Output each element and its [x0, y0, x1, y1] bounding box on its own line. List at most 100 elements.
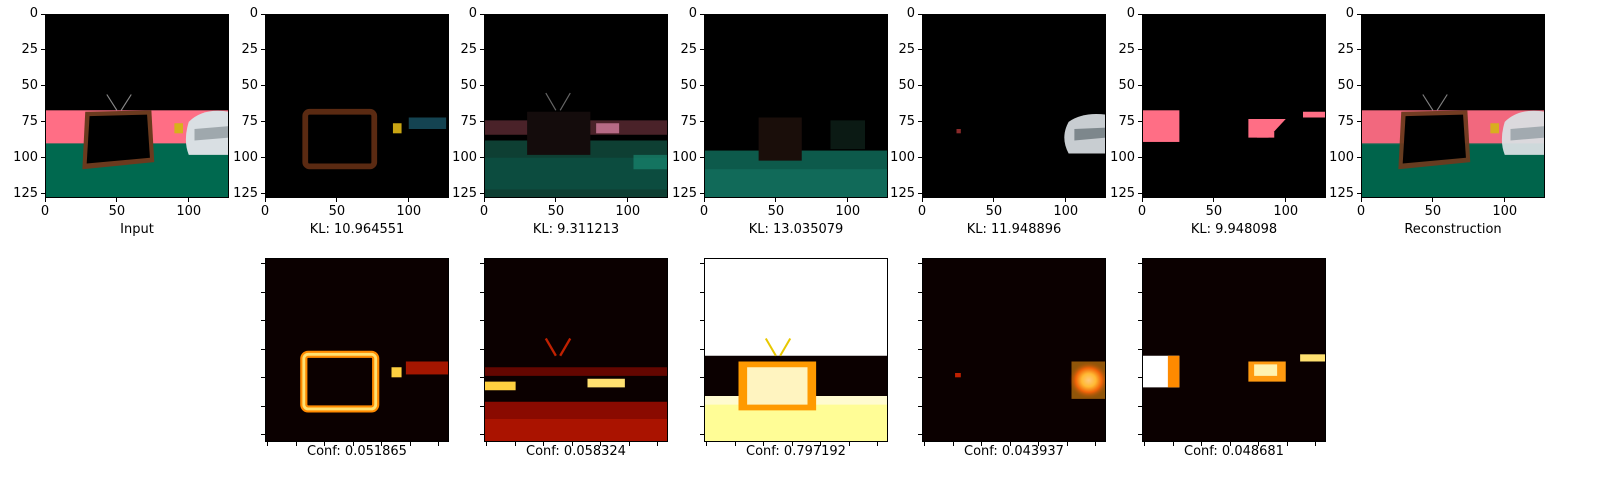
y-tick-label: 125: [1329, 185, 1354, 201]
y-tick-mark: [261, 434, 265, 435]
x-tick-mark: [763, 442, 764, 446]
image-panel-top-3: [704, 14, 888, 198]
heatmap-panel-0: [265, 258, 449, 442]
y-tick-label: 0: [29, 6, 38, 21]
x-tick-label: 50: [108, 204, 126, 219]
heatmap-0: [265, 258, 449, 442]
y-tick-mark: [700, 263, 704, 264]
y-tick-mark: [480, 405, 484, 407]
image-panel-top-1: [265, 14, 449, 198]
y-tick-mark: [480, 348, 484, 350]
x-tick-mark: [703, 198, 705, 202]
y-tick-label: 125: [452, 185, 477, 201]
x-tick-mark: [44, 198, 46, 202]
x-tick-mark: [734, 442, 736, 446]
y-tick-mark: [41, 121, 45, 123]
x-tick-mark: [264, 198, 266, 202]
x-tick-mark: [1141, 198, 1143, 202]
x-tick-mark: [1213, 198, 1215, 202]
y-tick-mark: [261, 320, 265, 321]
x-tick-mark: [847, 198, 849, 202]
x-tick-label: 0: [1356, 204, 1366, 219]
x-tick-mark: [600, 442, 601, 446]
x-tick-mark: [1172, 442, 1174, 446]
y-tick-label: 25: [1118, 41, 1135, 57]
y-tick-mark: [261, 291, 265, 293]
panel-caption: Conf: 0.058324: [526, 444, 626, 459]
x-tick-label: 0: [260, 204, 270, 219]
x-tick-mark: [188, 198, 190, 202]
y-tick-mark: [1138, 291, 1142, 293]
heatmap-2: [704, 258, 888, 442]
y-tick-label: 50: [241, 77, 258, 93]
y-tick-mark: [1138, 193, 1142, 195]
y-tick-mark: [918, 193, 922, 195]
y-tick-label: 0: [1126, 6, 1135, 21]
x-tick-mark: [438, 442, 439, 446]
heatmap-panel-2: [704, 258, 888, 442]
y-tick-mark: [261, 121, 265, 123]
x-tick-mark: [775, 198, 777, 202]
y-tick-label: 100: [672, 149, 697, 165]
x-tick-mark: [324, 442, 325, 446]
x-tick-mark: [791, 442, 793, 446]
y-tick-label: 50: [460, 77, 477, 93]
x-tick-label: 100: [1492, 204, 1518, 219]
panel-caption: Reconstruction: [1404, 222, 1502, 237]
y-tick-mark: [261, 13, 265, 15]
x-tick-label: 100: [835, 204, 861, 219]
y-tick-mark: [480, 263, 484, 264]
y-tick-label: 125: [672, 185, 697, 201]
image-panel-top-6: [1361, 14, 1545, 198]
y-tick-label: 75: [21, 113, 38, 129]
y-tick-mark: [918, 263, 922, 264]
y-tick-mark: [261, 348, 265, 350]
image-panel-top-4: [922, 14, 1106, 198]
y-tick-mark: [41, 13, 45, 15]
y-tick-mark: [1138, 348, 1142, 350]
panel-caption: KL: 11.948896: [966, 222, 1062, 237]
y-tick-label: 100: [1329, 149, 1354, 165]
x-tick-mark: [1432, 198, 1434, 202]
x-tick-label: 0: [479, 204, 489, 219]
x-tick-mark: [952, 442, 954, 446]
y-tick-mark: [918, 320, 922, 321]
heatmap-panel-1: [484, 258, 668, 442]
x-tick-label: 100: [1273, 204, 1299, 219]
x-tick-label: 50: [328, 204, 346, 219]
y-tick-label: 125: [890, 185, 915, 201]
x-tick-mark: [116, 198, 118, 202]
y-tick-label: 0: [688, 6, 697, 21]
y-tick-mark: [700, 193, 704, 195]
x-tick-mark: [1201, 442, 1202, 446]
image-panel-top-0: [45, 14, 229, 198]
y-tick-mark: [1357, 85, 1361, 87]
y-tick-mark: [700, 85, 704, 87]
y-tick-mark: [1138, 377, 1142, 378]
x-tick-mark: [352, 442, 354, 446]
x-tick-mark: [483, 198, 485, 202]
y-tick-mark: [918, 85, 922, 87]
y-tick-label: 100: [452, 149, 477, 165]
x-tick-mark: [486, 442, 487, 446]
y-tick-label: 25: [241, 41, 258, 57]
y-tick-mark: [480, 13, 484, 15]
y-tick-mark: [700, 121, 704, 123]
y-tick-mark: [1357, 13, 1361, 15]
y-tick-mark: [480, 291, 484, 293]
panel-caption: Input: [120, 222, 154, 237]
y-tick-mark: [41, 193, 45, 195]
y-tick-mark: [700, 348, 704, 350]
y-tick-mark: [261, 49, 265, 51]
y-tick-mark: [261, 263, 265, 264]
y-tick-label: 50: [1118, 77, 1135, 93]
x-tick-label: 50: [547, 204, 565, 219]
x-tick-mark: [1315, 442, 1316, 446]
y-tick-label: 25: [1337, 41, 1354, 57]
x-tick-mark: [820, 442, 821, 446]
x-tick-mark: [921, 198, 923, 202]
x-tick-mark: [381, 442, 382, 446]
x-tick-mark: [1360, 198, 1362, 202]
x-tick-mark: [1258, 442, 1259, 446]
y-tick-label: 0: [249, 6, 258, 21]
